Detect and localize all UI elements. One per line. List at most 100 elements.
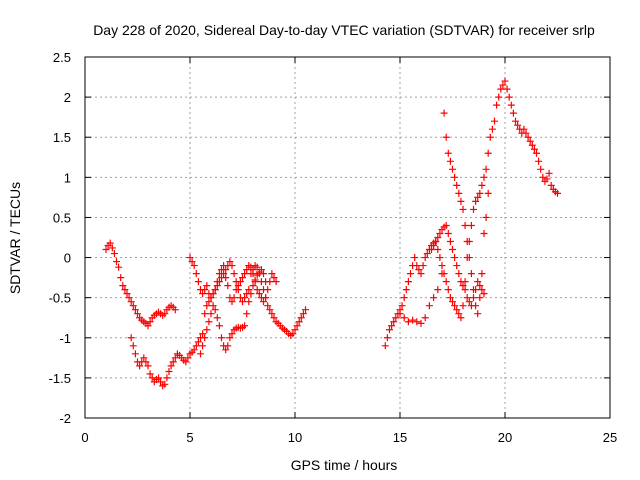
data-point-plus <box>182 358 190 366</box>
data-point-plus <box>478 286 486 294</box>
data-point-plus <box>203 302 211 310</box>
data-point-plus <box>386 326 393 334</box>
data-point-plus <box>125 294 133 302</box>
data-point-plus <box>530 145 538 153</box>
data-point-plus <box>129 302 137 310</box>
data-point-plus <box>232 286 240 294</box>
data-point-plus <box>453 306 461 314</box>
data-point-plus <box>381 342 389 350</box>
series-late-arc-b <box>396 109 492 327</box>
data-point-plus <box>268 310 276 318</box>
data-point-plus <box>213 278 221 286</box>
data-point-plus <box>272 278 280 286</box>
data-point-plus <box>169 358 177 366</box>
data-point-plus <box>106 239 114 247</box>
data-point-plus <box>459 205 467 213</box>
data-point-plus <box>203 326 211 334</box>
data-point-plus <box>239 274 246 282</box>
data-point-plus <box>407 270 414 278</box>
data-point-plus <box>440 109 448 117</box>
data-point-plus <box>241 294 249 302</box>
data-point-plus <box>190 346 198 354</box>
data-point-plus <box>478 270 486 278</box>
data-point-plus <box>218 266 225 274</box>
data-point-plus <box>480 229 488 237</box>
data-point-plus <box>474 278 482 286</box>
data-point-plus <box>430 242 438 250</box>
data-point-plus <box>480 173 488 181</box>
data-point-plus <box>539 173 547 181</box>
data-point-plus <box>289 330 297 338</box>
data-point-plus <box>230 270 238 278</box>
data-point-plus <box>476 189 484 197</box>
y-tick-label: 1.5 <box>53 130 71 145</box>
data-point-plus <box>228 330 236 338</box>
data-point-plus <box>430 294 438 302</box>
data-point-plus <box>241 270 249 278</box>
data-point-plus <box>442 133 450 141</box>
data-point-plus <box>194 278 202 286</box>
data-point-plus <box>192 342 200 350</box>
data-point-plus <box>134 310 141 318</box>
data-point-plus <box>434 246 442 254</box>
data-point-plus <box>146 318 154 326</box>
data-point-plus <box>509 109 517 117</box>
data-point-plus <box>255 290 263 298</box>
data-point-plus <box>295 318 303 326</box>
data-point-plus <box>480 290 488 298</box>
data-point-plus <box>486 133 494 141</box>
data-point-plus <box>199 330 207 338</box>
data-point-plus <box>243 310 251 318</box>
y-tick-label: 2.5 <box>53 50 71 65</box>
data-point-plus <box>220 262 228 270</box>
data-point-plus <box>199 290 207 298</box>
data-point-plus <box>230 294 238 302</box>
data-point-plus <box>249 270 257 278</box>
y-tick-label: -1.5 <box>49 371 71 386</box>
data-point-plus <box>461 221 469 229</box>
data-point-plus <box>245 286 253 294</box>
data-point-plus <box>390 318 398 326</box>
data-point-plus <box>270 274 278 282</box>
data-point-plus <box>537 165 545 173</box>
x-axis-label: GPS time / hours <box>291 457 398 473</box>
data-point-plus <box>201 310 209 318</box>
data-point-plus <box>270 314 278 322</box>
data-point-plus <box>457 314 465 322</box>
data-point-plus <box>117 274 125 282</box>
data-point-plus <box>136 362 144 370</box>
data-point-plus <box>545 169 553 177</box>
data-point-plus <box>146 370 154 378</box>
data-point-plus <box>131 350 139 358</box>
series-early-arc-d <box>197 266 270 358</box>
data-point-plus <box>425 302 433 310</box>
data-point-plus <box>234 282 242 290</box>
data-point-plus <box>213 314 221 322</box>
data-point-plus <box>400 294 408 302</box>
data-point-plus <box>201 286 209 294</box>
series-early-arc-a <box>102 239 179 330</box>
data-point-plus <box>108 244 116 252</box>
data-point-plus <box>241 322 249 330</box>
data-point-plus <box>465 254 473 262</box>
data-point-plus <box>444 229 452 237</box>
data-point-plus <box>207 294 215 302</box>
data-point-plus <box>459 302 467 310</box>
data-point-plus <box>461 286 469 294</box>
data-point-plus <box>409 316 417 324</box>
data-point-plus <box>113 258 120 266</box>
data-point-plus <box>144 322 152 330</box>
data-point-plus <box>228 262 236 270</box>
data-point-plus <box>474 193 482 201</box>
data-point-plus <box>432 238 440 246</box>
data-point-plus <box>446 294 454 302</box>
data-point-plus <box>131 306 139 314</box>
data-point-plus <box>522 129 530 137</box>
data-point-plus <box>184 354 192 362</box>
data-point-plus <box>524 133 532 141</box>
data-point-plus <box>453 181 461 189</box>
data-point-plus <box>192 270 200 278</box>
data-point-plus <box>451 254 459 262</box>
data-point-plus <box>264 302 272 310</box>
series-late-arc-c <box>428 221 488 310</box>
